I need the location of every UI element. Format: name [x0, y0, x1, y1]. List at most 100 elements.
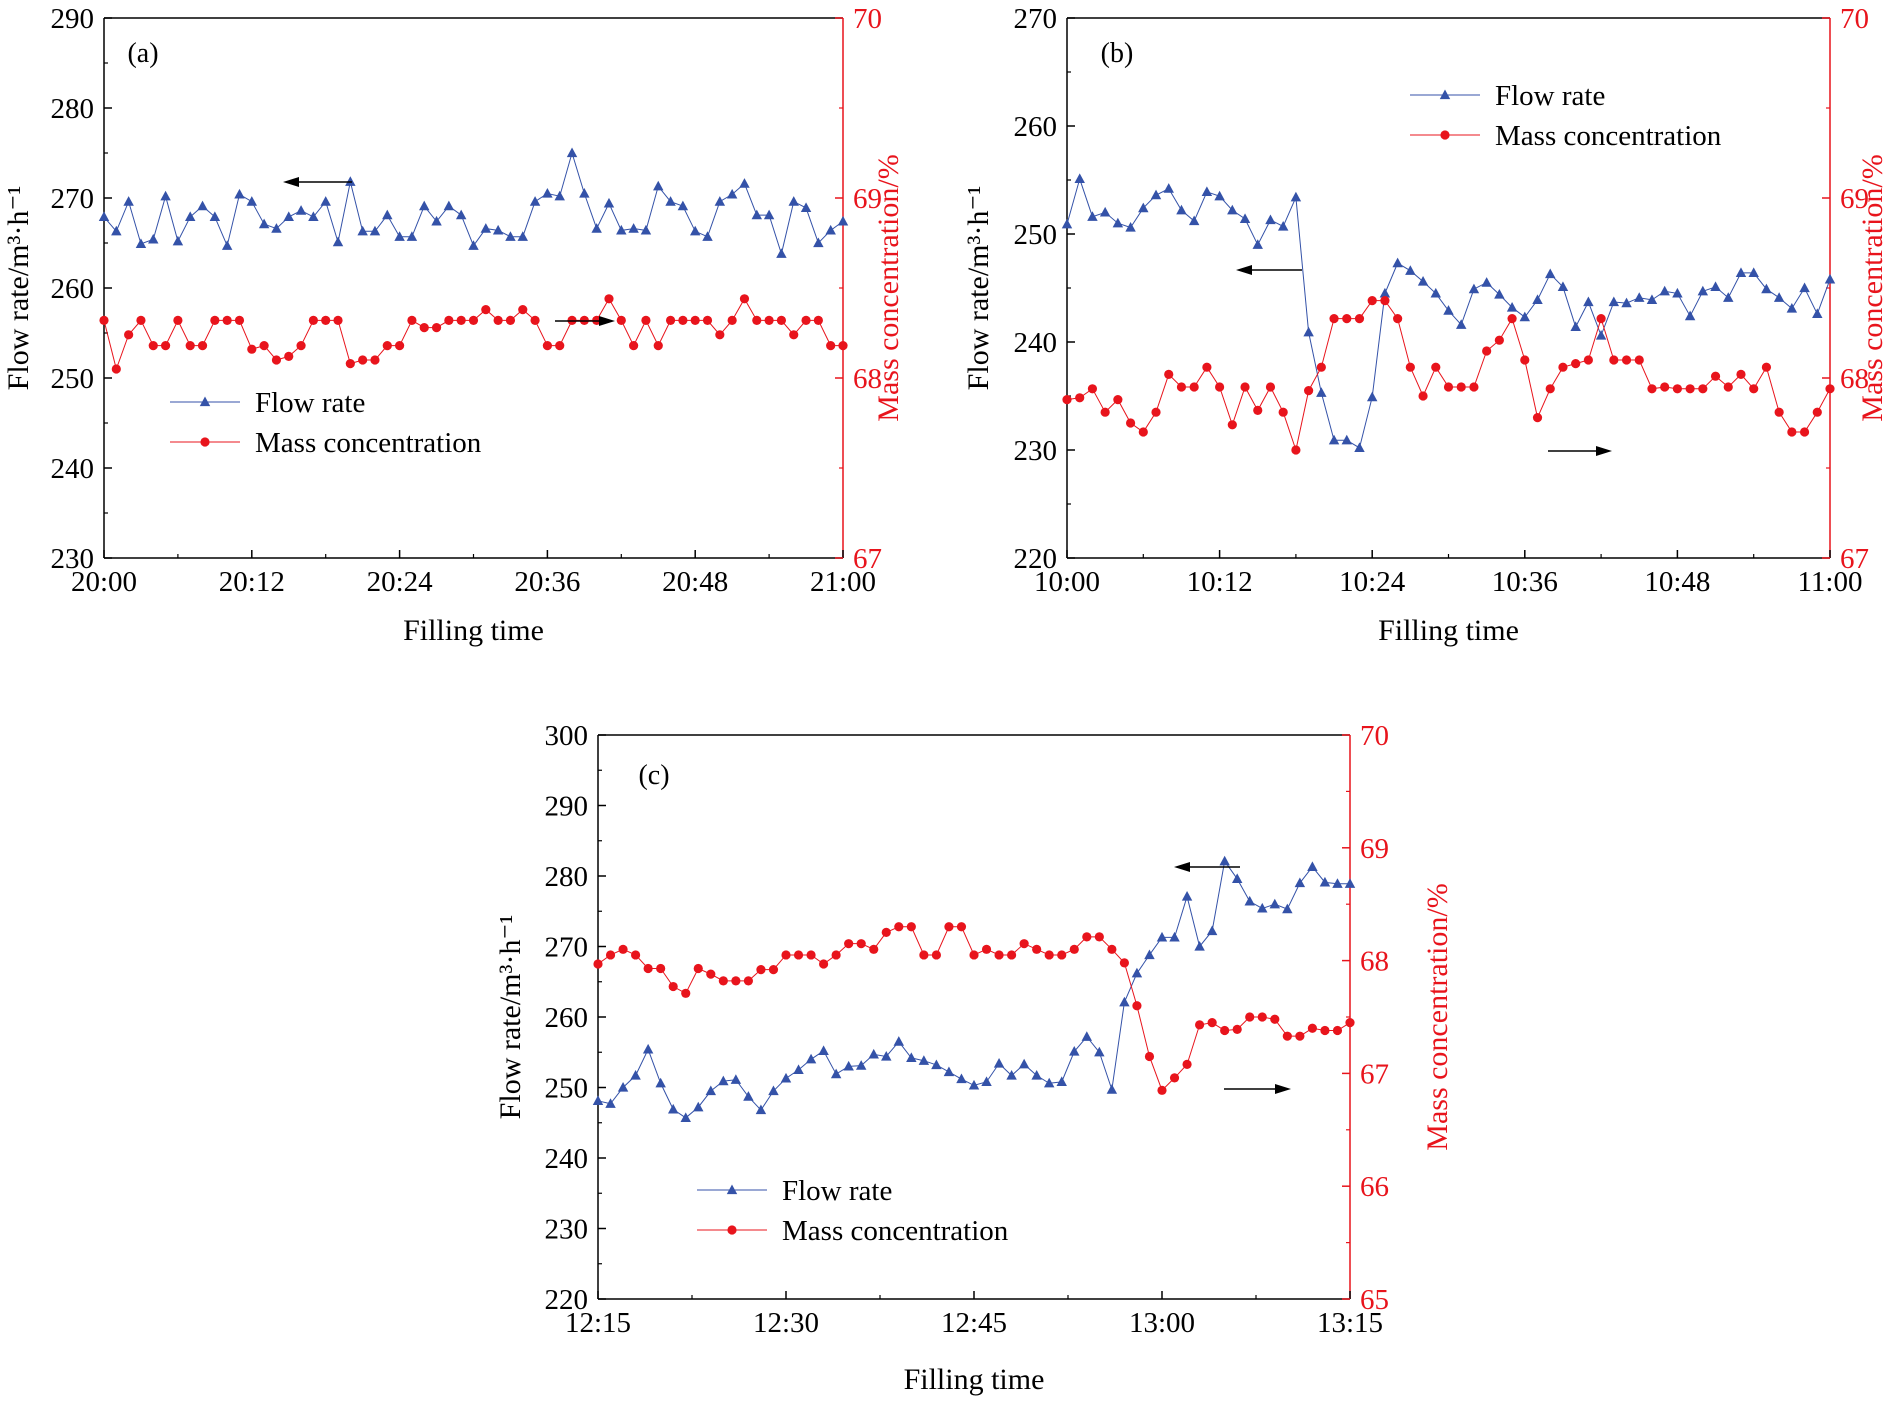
- flow-rate-point: [1405, 265, 1416, 275]
- flow-rate-point: [1087, 211, 1098, 221]
- flow-rate-point: [1328, 434, 1340, 445]
- y2-axis-title: Mass concentration/%: [1421, 883, 1454, 1150]
- y-tick-label: 290: [51, 3, 95, 35]
- flow-rate-point: [653, 180, 664, 191]
- legend-conc-marker: [1440, 130, 1450, 140]
- flow-rate-point: [542, 188, 553, 198]
- mass-concentration-point: [1227, 420, 1237, 430]
- flow-rate-point: [369, 225, 381, 236]
- mass-concentration-point: [333, 315, 343, 325]
- flow-rate-point: [605, 1098, 616, 1108]
- flow-rate-point: [1672, 287, 1683, 298]
- flow-rate-point: [221, 240, 233, 250]
- mass-concentration-point: [1019, 939, 1029, 949]
- x-tick-label: 13:15: [1317, 1307, 1383, 1339]
- flow-rate-point: [1786, 303, 1798, 313]
- mass-concentration-point: [668, 981, 678, 992]
- flow-rate-point: [1069, 1046, 1080, 1056]
- y2-tick-label: 68: [853, 363, 882, 395]
- mass-concentration-point: [1295, 1031, 1305, 1041]
- mass-concentration-point: [456, 315, 466, 325]
- flow-rate-point: [1269, 898, 1281, 909]
- flow-rate-point: [1219, 855, 1230, 866]
- flow-rate-point: [1074, 173, 1085, 184]
- y-tick-label: 230: [51, 543, 95, 575]
- mass-concentration-point: [1132, 1001, 1142, 1011]
- y-tick-label: 290: [545, 791, 589, 823]
- mass-concentration-point: [1202, 362, 1212, 372]
- flow-rate-point: [1282, 903, 1293, 914]
- flow-rate-point: [630, 1070, 641, 1080]
- flow-rate-point: [881, 1050, 892, 1061]
- y-tick-label: 220: [545, 1284, 589, 1316]
- flow-rate-point: [431, 215, 442, 226]
- mass-concentration-point: [1182, 1059, 1192, 1069]
- x-tick-label: 11:00: [1798, 566, 1863, 598]
- mass-concentration-point: [1220, 1025, 1230, 1036]
- x-tick-label: 20:00: [71, 566, 137, 598]
- mass-concentration-point: [629, 341, 639, 351]
- flow-arrow-head: [1236, 265, 1252, 275]
- y-tick-label: 250: [51, 363, 95, 395]
- mass-concentration-point: [1151, 407, 1161, 417]
- flow-rate-point: [1119, 996, 1130, 1007]
- mass-concentration-point: [906, 922, 916, 932]
- mass-concentration-point: [1176, 382, 1187, 392]
- flow-rate-point: [160, 190, 171, 201]
- flow-rate-point: [893, 1036, 905, 1046]
- y-tick-label: 270: [545, 932, 589, 964]
- mass-concentration-point: [1069, 944, 1079, 954]
- y2-tick-label: 70: [1360, 720, 1389, 752]
- flow-rate-point: [689, 225, 701, 236]
- flow-rate-point: [667, 1103, 679, 1114]
- flow-rate-point: [1227, 204, 1238, 215]
- flow-rate-point: [642, 1043, 654, 1054]
- x-tick-label: 10:48: [1644, 566, 1710, 598]
- flow-rate-point: [906, 1052, 917, 1063]
- flow-rate-point: [258, 218, 270, 229]
- legend-flow-label: Flow rate: [1495, 80, 1605, 112]
- flow-rate-point: [148, 233, 159, 244]
- flow-rate-point: [1506, 301, 1518, 312]
- flow-rate-point: [1799, 282, 1810, 293]
- mass-concentration-point: [1812, 407, 1822, 417]
- y-tick-label: 280: [51, 93, 95, 125]
- mass-concentration-point: [173, 315, 183, 325]
- flow-rate-point: [123, 196, 134, 206]
- mass-concentration-point: [981, 944, 992, 954]
- mass-concentration-point: [1723, 382, 1733, 392]
- y2-tick-label: 70: [1840, 3, 1869, 35]
- mass-concentration-point: [656, 963, 666, 974]
- y2-tick-label: 66: [1360, 1171, 1389, 1203]
- flow-arrow: [1236, 265, 1302, 275]
- flow-rate-point: [640, 224, 652, 235]
- y2-tick-label: 69: [853, 183, 882, 215]
- mass-concentration-point: [838, 341, 848, 351]
- flow-rate-point: [172, 235, 184, 246]
- conc-arrow-head: [599, 316, 615, 326]
- flow-rate-point: [763, 209, 775, 220]
- y-tick-label: 280: [545, 861, 589, 893]
- mass-concentration-point: [111, 364, 121, 374]
- mass-concentration-point: [530, 315, 540, 325]
- legend: Flow rate Mass concentration: [170, 387, 482, 459]
- y-tick-label: 300: [545, 720, 589, 752]
- flow-rate-point: [718, 1075, 729, 1086]
- flow-rate-point: [788, 196, 799, 206]
- flow-arrow: [283, 177, 352, 187]
- mass-concentration-point: [259, 341, 269, 351]
- flow-rate-point: [1557, 281, 1569, 292]
- mass-concentration-point: [1558, 362, 1568, 372]
- mass-concentration-point: [1164, 369, 1174, 379]
- flow-rate-point: [1125, 222, 1136, 232]
- flow-rate-point: [308, 211, 319, 222]
- mass-concentration-point: [1332, 1025, 1343, 1036]
- flow-rate-point: [665, 196, 676, 206]
- mass-concentration-point: [136, 315, 146, 325]
- mass-concentration-point: [994, 950, 1004, 960]
- flow-rate-point: [1494, 288, 1505, 299]
- y-tick-label: 270: [1014, 3, 1058, 35]
- mass-concentration-point: [1316, 362, 1326, 372]
- mass-concentration-point: [605, 950, 616, 960]
